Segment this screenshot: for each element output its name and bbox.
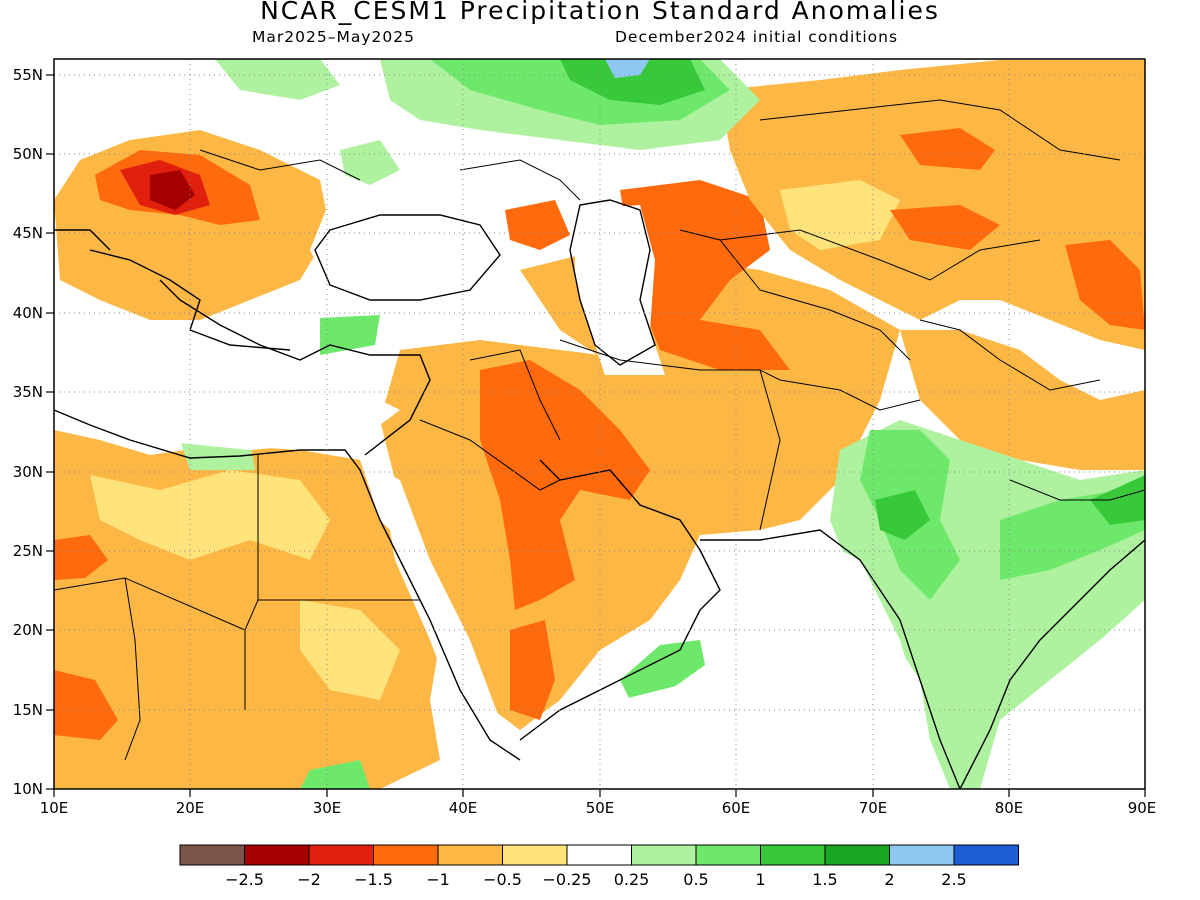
wet-region-turkey — [320, 315, 380, 355]
lon-label-40e: 40E — [449, 799, 478, 817]
lat-label-45n: 45N — [13, 224, 43, 242]
dry-region-siberia — [720, 60, 1145, 350]
dry-region-tibet — [900, 330, 1145, 470]
colorbar-swatch — [566, 844, 632, 866]
moderate-dry-mongolia — [1065, 240, 1145, 330]
initial-conditions: December2024 initial conditions — [615, 28, 899, 46]
moderate-dry-chad — [54, 670, 118, 740]
very-strong-dry-hungary — [150, 170, 195, 210]
lat-label-40n: 40N — [13, 304, 43, 322]
wet-region-sudan-south — [300, 760, 370, 789]
lat-label-10n: 10N — [13, 780, 43, 798]
lon-label-80e: 80E — [995, 799, 1024, 817]
strong-wet-pakistan — [875, 490, 930, 540]
wet-region-oman — [620, 640, 705, 700]
lon-label-90e: 90E — [1128, 799, 1157, 817]
lat-label-15n: 15N — [13, 701, 43, 719]
colorbar-swatch — [308, 844, 374, 866]
lon-label-60e: 60E — [722, 799, 751, 817]
tick-marks — [46, 74, 1146, 797]
lon-label-50e: 50E — [586, 799, 615, 817]
map-title: NCAR_CESM1 Precipitation Standard Anomal… — [260, 0, 940, 25]
colorbar-swatch — [824, 844, 890, 866]
colorbar-swatch — [695, 844, 761, 866]
colorbar-swatch — [889, 844, 955, 866]
neutral-region-mediterranean — [54, 300, 400, 450]
colorbar-label: 1.5 — [812, 870, 837, 889]
moderate-dry-yemen — [510, 620, 555, 720]
colorbar-swatch — [953, 844, 1019, 866]
colorbar-label: −0.5 — [483, 870, 522, 889]
colorbar-swatch — [373, 844, 439, 866]
wet-region-north-europe — [215, 59, 340, 100]
lat-label-50n: 50N — [13, 145, 43, 163]
colorbar-label: 1 — [755, 870, 765, 889]
lon-label-70e: 70E — [859, 799, 888, 817]
moderate-dry-libya — [54, 535, 108, 580]
moderate-dry-tian-shan — [890, 205, 1000, 250]
colorbar-swatch — [437, 844, 503, 866]
lat-label-30n: 30N — [13, 463, 43, 481]
lon-label-10e: 10E — [40, 799, 69, 817]
neutral-region-arabian-sea — [560, 540, 950, 789]
lat-tick-labels: 55N 50N 45N 40N 35N 30N 25N 20N 15N 10N — [13, 66, 43, 798]
weak-dry-sudan — [300, 600, 400, 700]
wet-region-east-europe — [340, 140, 400, 185]
colorbar-label: 2.5 — [941, 870, 966, 889]
strong-wet-russia — [560, 59, 705, 105]
lon-label-30e: 30E — [313, 799, 342, 817]
neutral-region-red-sea — [380, 470, 500, 760]
neutral-region-caspian — [575, 205, 665, 375]
colorbar-label: −1 — [426, 870, 450, 889]
moderate-dry-altai — [900, 128, 995, 170]
grid — [54, 59, 1145, 789]
coastlines — [54, 199, 1145, 789]
colorbar-label: −2.5 — [225, 870, 264, 889]
very-strong-wet-russia — [605, 59, 650, 78]
colorbar-label: −0.25 — [542, 870, 591, 889]
colorbar-label: −2 — [297, 870, 321, 889]
moderate-dry-iraq — [480, 360, 650, 610]
moderate-dry-caspian — [620, 180, 790, 370]
lat-label-35n: 35N — [13, 383, 43, 401]
lat-label-55n: 55N — [13, 66, 43, 84]
colorbar-label: 0.5 — [683, 870, 708, 889]
colorbar-label: 0.25 — [614, 870, 650, 889]
anomaly-field — [54, 59, 1145, 789]
lat-label-20n: 20N — [13, 621, 43, 639]
colorbar-swatch — [179, 844, 245, 866]
forecast-period: Mar2025–May2025 — [252, 28, 415, 46]
lon-label-20e: 20E — [176, 799, 205, 817]
colorbar-label: 2 — [884, 870, 894, 889]
colorbar-swatch — [244, 844, 310, 866]
weak-dry-sahara — [90, 470, 330, 560]
colorbar-swatch — [760, 844, 826, 866]
colorbar-swatch — [502, 844, 568, 866]
colorbar-swatch — [631, 844, 697, 866]
moderate-dry-kazakh — [505, 200, 570, 250]
lat-label-25n: 25N — [13, 542, 43, 560]
country-borders — [54, 99, 1145, 761]
strong-wet-bengal — [1090, 475, 1145, 525]
colorbar-label: −1.5 — [354, 870, 393, 889]
colorbar: −2.5 −2 −1.5 −1 −0.5 −0.25 0.25 0.5 1 1.5 2 2.5 — [179, 844, 1019, 889]
lon-tick-labels: 10E 20E 30E 40E 50E 60E 70E 80E 90E — [40, 799, 1157, 817]
